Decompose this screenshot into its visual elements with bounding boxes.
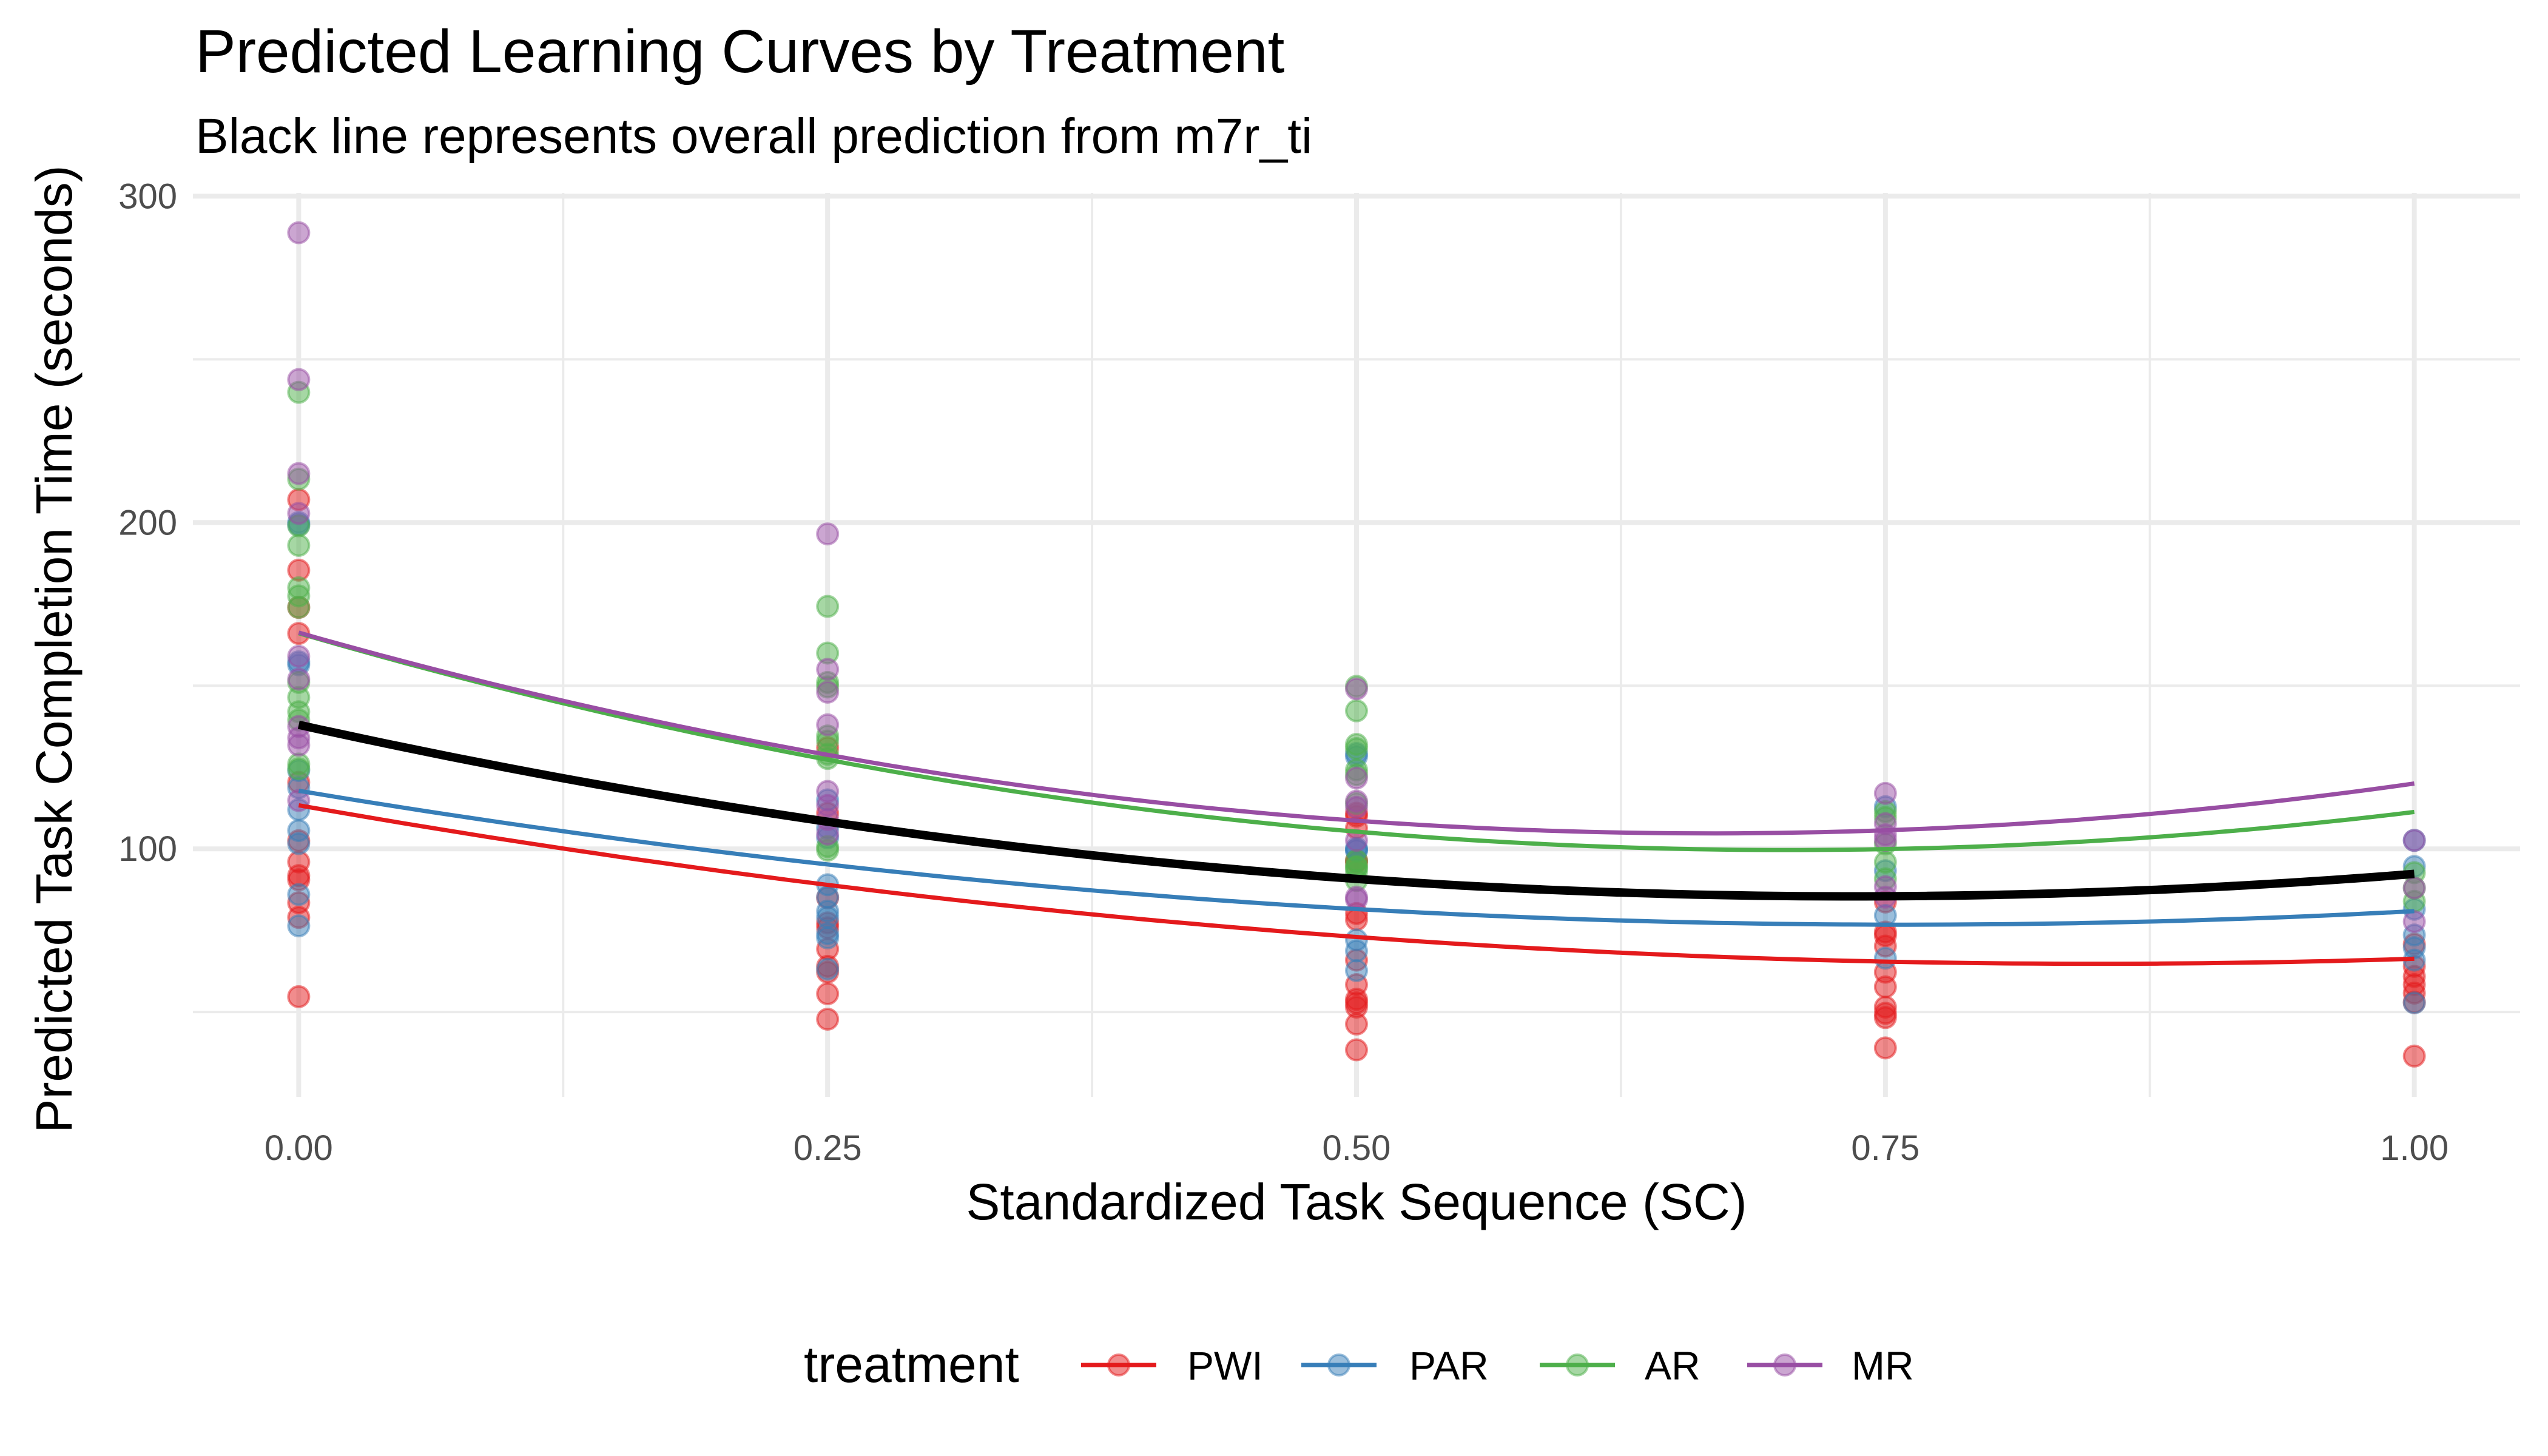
data-point-mr xyxy=(287,644,311,668)
data-point-mr xyxy=(816,680,840,704)
data-point-mr xyxy=(816,658,840,681)
data-point-mr xyxy=(287,733,311,757)
data-point-par xyxy=(1345,959,1368,982)
legend-label-pwi: PWI xyxy=(1187,1343,1263,1388)
curve-overall xyxy=(297,720,2415,901)
y-axis-title: Predicted Task Completion Time (seconds) xyxy=(25,165,83,1133)
data-point-mr xyxy=(2402,910,2426,934)
data-point-pwi xyxy=(1873,1036,1897,1060)
data-point-mr xyxy=(287,221,311,244)
legend-point-mr xyxy=(1773,1353,1796,1377)
data-point-pwi xyxy=(1345,1013,1368,1036)
legend-key-mr: MR xyxy=(1747,1343,1914,1388)
data-point-mr xyxy=(816,522,840,546)
legend-point-par xyxy=(1327,1353,1350,1377)
data-point-par xyxy=(816,957,840,981)
data-point-pwi xyxy=(816,1007,840,1031)
data-point-mr xyxy=(1345,795,1368,819)
data-point-ar xyxy=(1345,699,1368,723)
legend: treatment PWI PAR AR MR xyxy=(804,1336,1914,1393)
data-point-ar xyxy=(287,757,311,781)
x-axis-title: Standardized Task Sequence (SC) xyxy=(966,1173,1747,1230)
data-point-pwi xyxy=(1873,1006,1897,1030)
curve-pwi xyxy=(298,803,2415,966)
x-tick-label: 1.00 xyxy=(2380,1128,2449,1168)
data-point-ar xyxy=(287,596,311,619)
data-point-mr xyxy=(1345,677,1368,701)
chart-title: Predicted Learning Curves by Treatment xyxy=(195,18,1285,86)
legend-point-pwi xyxy=(1107,1353,1130,1377)
legend-key-par: PAR xyxy=(1301,1343,1489,1388)
data-point-par xyxy=(1345,939,1368,963)
legend-label-mr: MR xyxy=(1852,1343,1914,1388)
y-tick-label: 100 xyxy=(118,829,177,869)
data-point-ar xyxy=(1345,737,1368,761)
data-point-mr xyxy=(816,713,840,736)
legend-key-pwi: PWI xyxy=(1081,1343,1263,1388)
legend-point-ar xyxy=(1566,1353,1589,1377)
x-axis-ticks: 0.00 0.25 0.50 0.75 1.00 xyxy=(265,1128,2449,1168)
data-point-pwi xyxy=(2402,1044,2426,1068)
x-tick-label: 0.50 xyxy=(1323,1128,1391,1168)
data-point-mr xyxy=(287,502,311,525)
y-tick-label: 300 xyxy=(118,177,177,216)
data-point-mr xyxy=(287,368,311,391)
curve-par xyxy=(298,789,2415,927)
prediction-curves xyxy=(297,630,2415,966)
curve-mr xyxy=(298,630,2415,836)
x-tick-label: 0.00 xyxy=(265,1128,333,1168)
data-point-mr xyxy=(2402,829,2426,852)
data-point-mr xyxy=(1345,766,1368,790)
data-point-mr xyxy=(1873,781,1897,805)
x-tick-label: 0.75 xyxy=(1851,1128,1919,1168)
data-point-par xyxy=(287,914,311,938)
legend-label-ar: AR xyxy=(1645,1343,1700,1388)
data-point-pwi xyxy=(287,985,311,1008)
data-point-par xyxy=(287,883,311,906)
y-axis-ticks: 100 200 300 xyxy=(118,177,177,869)
data-point-ar xyxy=(287,533,311,557)
curve-ar xyxy=(298,631,2415,852)
x-tick-label: 0.25 xyxy=(794,1128,862,1168)
data-point-mr xyxy=(287,462,311,485)
data-point-par xyxy=(287,832,311,855)
data-point-pwi xyxy=(1873,975,1897,999)
legend-key-ar: AR xyxy=(1540,1343,1700,1388)
data-point-pwi xyxy=(816,982,840,1006)
data-point-par xyxy=(2402,991,2426,1015)
chart-subtitle: Black line represents overall prediction… xyxy=(195,109,1313,164)
data-point-pwi xyxy=(1345,908,1368,931)
y-tick-label: 200 xyxy=(118,503,177,542)
legend-label-par: PAR xyxy=(1409,1343,1489,1388)
data-point-par xyxy=(1873,946,1897,970)
data-points xyxy=(287,221,2426,1068)
data-point-ar xyxy=(816,595,840,618)
data-point-mr xyxy=(287,667,311,691)
data-point-mr xyxy=(2402,876,2426,900)
data-point-par xyxy=(816,926,840,950)
data-point-pwi xyxy=(1345,1038,1368,1062)
legend-title: treatment xyxy=(804,1336,1019,1393)
